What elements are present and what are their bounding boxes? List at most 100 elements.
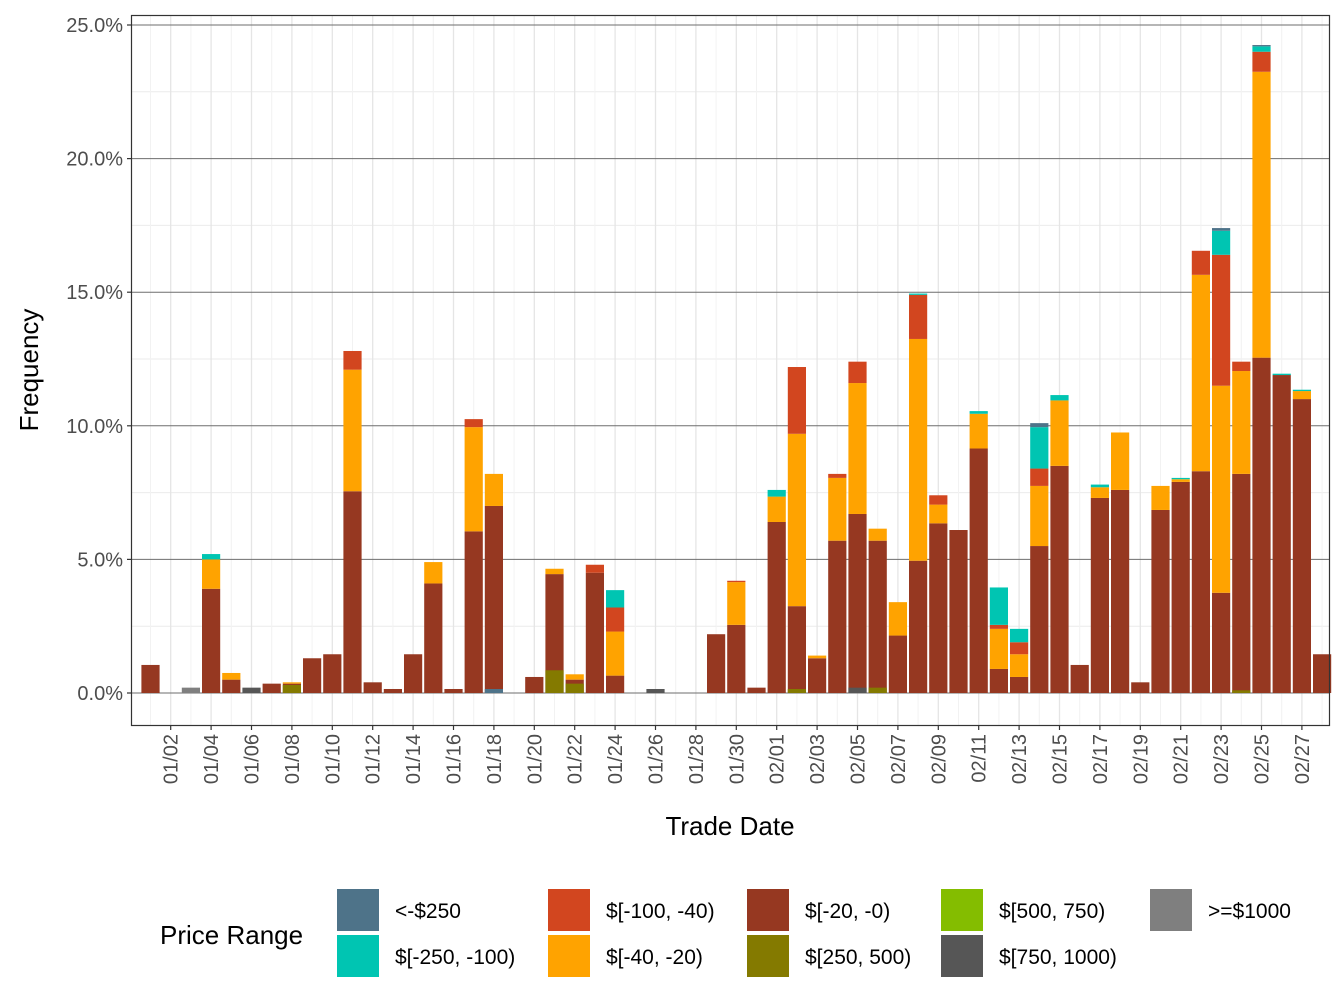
bar-segment: [1050, 395, 1069, 401]
bar-segment: [828, 540, 847, 693]
bar-segment: [909, 338, 928, 561]
bar-segment: [1212, 385, 1231, 593]
bar-segment: [1191, 471, 1210, 693]
bar-segment: [848, 361, 867, 384]
bar-segment: [929, 495, 948, 505]
plot-panel-border: [130, 14, 1331, 727]
x-tick-label: 01/10: [322, 734, 344, 784]
bar-segment: [1151, 485, 1170, 510]
bar-segment: [1272, 373, 1291, 376]
legend-title: Price Range: [160, 920, 303, 950]
bar-segment: [424, 583, 443, 693]
bar-segment: [727, 582, 746, 625]
legend-label: $[500, 750): [999, 900, 1105, 923]
bar-segment: [343, 491, 362, 693]
bars-layer: [141, 45, 1332, 693]
bar-segment: [1030, 485, 1049, 547]
x-tick-label: 01/26: [646, 734, 668, 784]
bar-segment: [989, 668, 1008, 693]
x-tick-label: 02/15: [1050, 734, 1072, 784]
x-tick-label: 02/25: [1252, 734, 1274, 784]
bar-segment: [606, 607, 625, 632]
bar-segment: [141, 664, 160, 693]
bar-segment-overlay: [1232, 690, 1251, 693]
x-tick-label: 01/14: [403, 734, 425, 784]
bar-segment: [1292, 389, 1311, 392]
bar-segment: [1292, 391, 1311, 400]
bar-segment-overlay: [787, 688, 806, 693]
bar-segment: [1050, 465, 1069, 693]
legend-label: >=$1000: [1208, 900, 1291, 923]
legend-key: [941, 935, 983, 977]
legend-key: [337, 889, 379, 931]
x-axis: 01/02 01/04 01/06 01/08 01/10 01/12 01/14 01/16…: [161, 725, 1314, 784]
bar-segment: [1030, 546, 1049, 693]
legend-label: $[-40, -20): [606, 946, 703, 969]
bar-segment: [888, 635, 907, 693]
bar-segment: [767, 489, 786, 497]
y-tick-label: 25.0%: [66, 15, 123, 37]
bar-segment: [747, 687, 766, 693]
bar-segment: [707, 634, 726, 693]
bar-segment: [383, 688, 402, 693]
x-tick-label: 02/05: [848, 734, 870, 784]
x-tick-label: 01/06: [242, 734, 264, 784]
bar-segment-overlay: [242, 687, 261, 693]
bar-segment: [828, 473, 847, 478]
bar-segment: [949, 530, 968, 693]
bar-segment: [767, 521, 786, 693]
bar-segment: [1252, 357, 1271, 693]
legend-label: $[250, 500): [805, 946, 911, 969]
bar-segment: [1212, 228, 1231, 231]
legend-label: $[-20, -0): [805, 900, 890, 923]
bar-segment: [222, 672, 241, 680]
bar-segment: [1272, 375, 1291, 693]
bar-segment: [606, 675, 625, 693]
bar-segment: [727, 624, 746, 693]
bar-segment: [424, 562, 443, 584]
bar-segment: [1212, 254, 1231, 386]
bar-segment: [828, 477, 847, 541]
bar-segment: [1212, 592, 1231, 693]
bar-segment: [1252, 51, 1271, 72]
x-tick-label: 02/21: [1171, 734, 1193, 784]
y-tick-label: 15.0%: [66, 282, 123, 304]
bar-segment: [1010, 642, 1029, 655]
legend-key: [747, 935, 789, 977]
bar-segment: [969, 448, 988, 693]
legend-key: [1150, 889, 1192, 931]
bar-segment: [606, 590, 625, 608]
x-tick-label: 02/13: [1009, 734, 1031, 784]
legend-key: [548, 935, 590, 977]
bar-segment: [989, 624, 1008, 629]
bar-segment: [969, 413, 988, 449]
bar-segment: [787, 433, 806, 607]
bar-segment: [1191, 250, 1210, 275]
bar-segment-overlay: [848, 687, 867, 693]
bar-segment: [343, 350, 362, 370]
bar-segment: [545, 574, 564, 693]
bar-segment: [484, 505, 503, 693]
x-tick-label: 01/16: [444, 734, 466, 784]
x-tick-label: 02/09: [928, 734, 950, 784]
x-tick-label: 02/01: [767, 734, 789, 784]
bar-segment: [848, 513, 867, 693]
bar-segment: [464, 531, 483, 693]
x-tick-label: 01/04: [201, 734, 223, 784]
x-tick-label: 01/18: [484, 734, 506, 784]
bar-segment: [727, 580, 746, 583]
legend-key: [337, 935, 379, 977]
legend-key: [548, 889, 590, 931]
bar-segment-overlay: [484, 688, 503, 693]
x-tick-label: 01/28: [686, 734, 708, 784]
x-axis-title: Trade Date: [665, 811, 794, 841]
x-tick-label: 02/03: [807, 734, 829, 784]
bar-segment: [1131, 682, 1150, 693]
y-axis: 0.0% 5.0% 10.0% 15.0% 20.0% 25.0%: [66, 15, 132, 705]
bar-segment: [1171, 481, 1190, 693]
bar-segment: [787, 606, 806, 693]
x-tick-label: 01/20: [524, 734, 546, 784]
bar-segment: [1232, 371, 1251, 474]
x-tick-label: 01/12: [363, 734, 385, 784]
